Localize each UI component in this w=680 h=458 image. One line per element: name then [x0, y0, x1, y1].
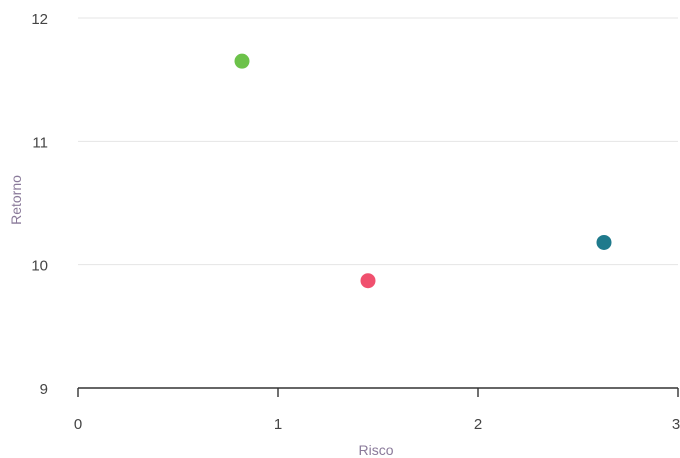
x-tick-label: 2: [474, 416, 482, 433]
x-axis: [77, 387, 679, 397]
gridlines: [78, 17, 678, 266]
y-axis: 9 10 11 12: [31, 11, 48, 398]
y-tick-label: 10: [31, 258, 48, 275]
data-point: [596, 234, 612, 250]
x-axis-label: Risco: [358, 442, 393, 458]
y-tick-label: 9: [40, 381, 48, 398]
data-points: [234, 53, 612, 289]
x-tick-label: 1: [274, 416, 282, 433]
data-point: [234, 53, 250, 69]
data-point: [360, 273, 376, 289]
x-tick-label: 0: [74, 416, 82, 433]
y-tick-label: 11: [32, 134, 48, 151]
y-axis-label: Retorno: [8, 175, 24, 225]
x-tick-label: 3: [672, 416, 680, 433]
y-tick-label: 12: [31, 11, 48, 28]
x-tick-labels: 0 1 2 3: [74, 416, 680, 433]
